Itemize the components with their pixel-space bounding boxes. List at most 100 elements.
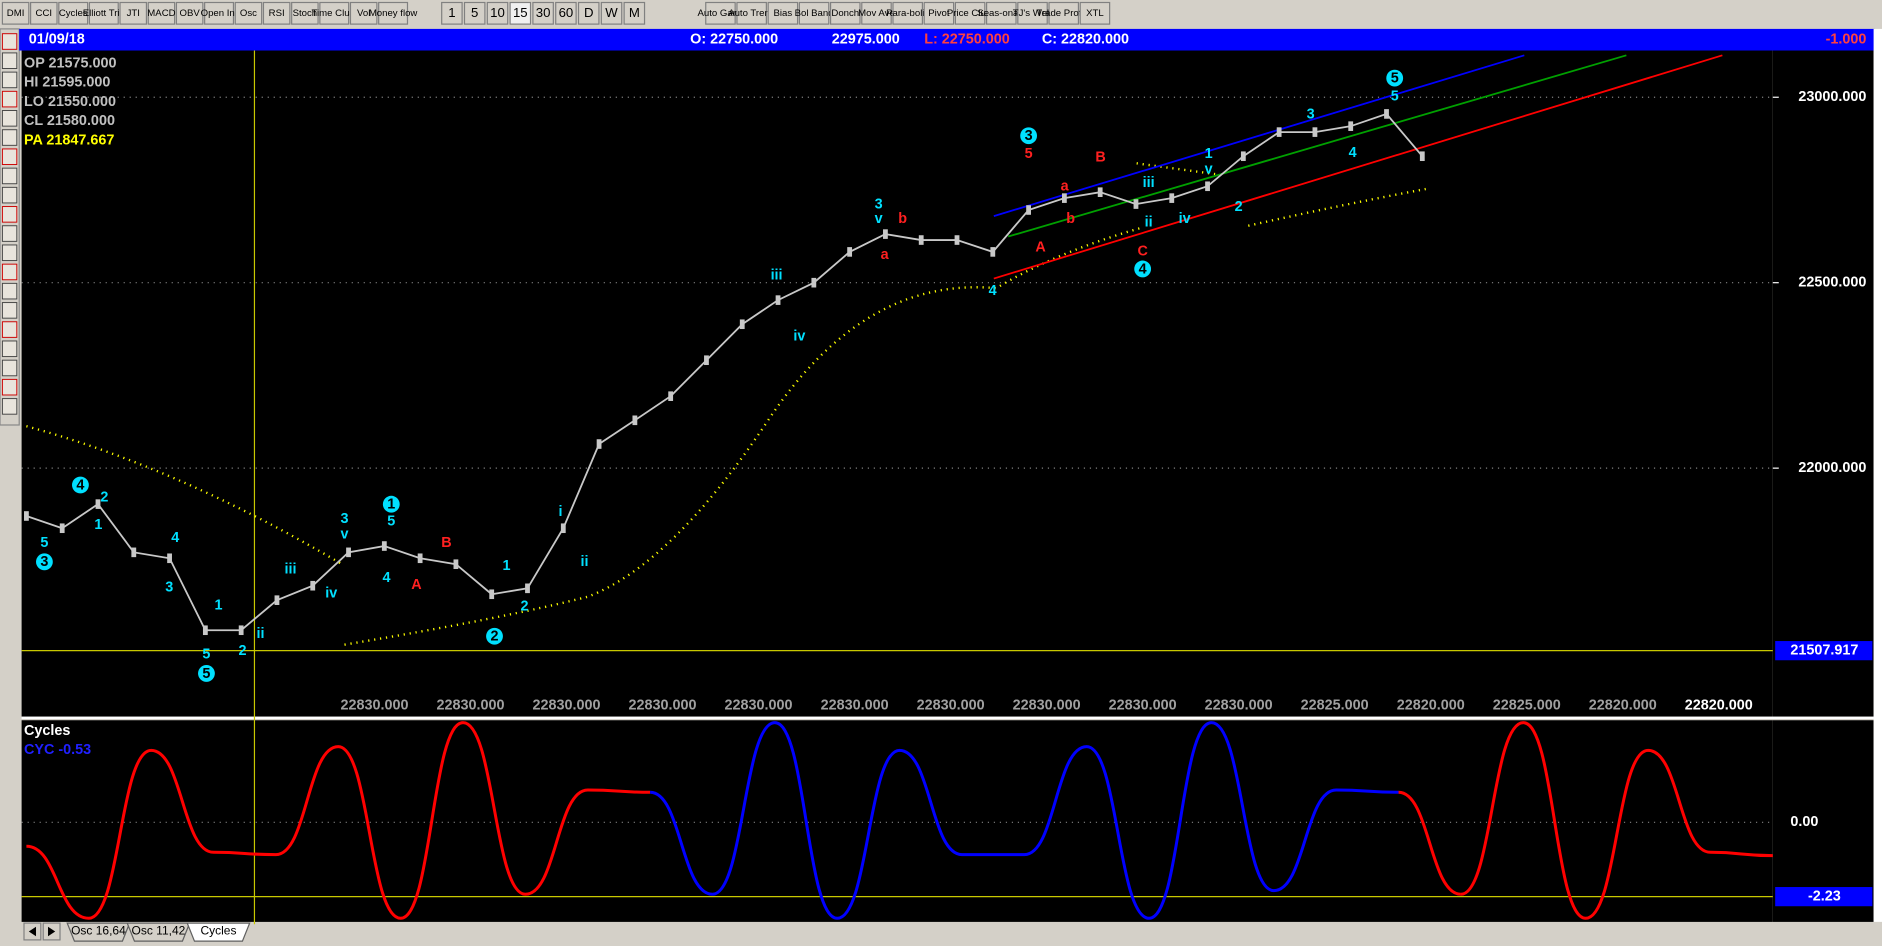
info-open: O: 22750.000 (690, 32, 778, 48)
x-tick-label: 22830.000 (1109, 698, 1177, 714)
info-low: L: 22750.000 (924, 32, 1010, 48)
study-button[interactable] (829, 1, 861, 25)
tool-icon[interactable] (1, 340, 18, 358)
y-tick-label: 22000.000 (1798, 460, 1866, 476)
tool-icon[interactable] (1, 244, 18, 262)
toolbar-button[interactable] (30, 1, 58, 25)
tool-icon[interactable] (1, 129, 18, 146)
wave-label: 5 (1391, 89, 1399, 105)
wave-label: v (340, 527, 348, 543)
wave-label: 2 (490, 629, 498, 645)
price-axis (1772, 50, 1874, 717)
toolbar-button[interactable] (234, 1, 263, 25)
tool-icon[interactable] (1, 225, 18, 242)
wave-label: B (441, 535, 451, 551)
interval-button[interactable] (623, 1, 646, 25)
interval-button[interactable] (509, 1, 532, 25)
tool-icon[interactable] (1, 302, 18, 319)
interval-button[interactable] (600, 1, 623, 25)
wave-label: 5 (1025, 146, 1033, 162)
wave-label: iv (325, 585, 337, 601)
toolbar-button[interactable] (291, 1, 319, 25)
tool-icon[interactable] (1, 282, 18, 300)
x-tick-label: 22830.000 (917, 698, 985, 714)
price-bar (310, 580, 316, 591)
price-bar (95, 499, 101, 509)
toolbar-button[interactable] (204, 1, 235, 25)
study-button[interactable] (861, 1, 892, 25)
toolbar-label: Stoch (293, 8, 318, 19)
wave-label: 2 (238, 643, 246, 659)
study-button[interactable] (923, 1, 955, 25)
tool-icon[interactable] (1, 110, 18, 127)
study-button[interactable] (705, 1, 736, 25)
x-tick-label: 22830.000 (1013, 698, 1081, 714)
toolbar-button[interactable] (119, 1, 148, 25)
toolbar-button[interactable] (88, 1, 119, 25)
tool-icon[interactable] (1, 167, 18, 185)
toolbar-button[interactable] (349, 1, 378, 25)
interval-button[interactable] (441, 1, 463, 25)
tool-icon[interactable] (1, 90, 18, 108)
wave-label: 4 (382, 570, 390, 586)
x-tick-label: 22830.000 (629, 698, 697, 714)
toolbar-button[interactable] (378, 1, 409, 25)
tool-icon[interactable] (1, 186, 18, 204)
tool-icon[interactable] (1, 321, 18, 338)
study-button[interactable] (767, 1, 799, 25)
study-button[interactable] (954, 1, 986, 25)
tab[interactable] (66, 922, 131, 942)
tab-label: Cycles (200, 924, 236, 938)
tool-icon[interactable] (1, 359, 18, 377)
study-label: Trade Profile (1036, 8, 1091, 19)
toolbar-button[interactable] (262, 1, 291, 25)
study-label: Price Clust (947, 8, 994, 19)
toolbar-button[interactable] (175, 1, 204, 25)
tab[interactable] (126, 922, 191, 942)
price-bar (202, 625, 208, 636)
interval-button[interactable] (486, 1, 509, 25)
price-bar (847, 247, 853, 257)
toolbar-button[interactable] (58, 1, 89, 25)
study-button[interactable] (892, 1, 923, 25)
interval-button[interactable] (463, 1, 486, 25)
tool-icon[interactable] (1, 71, 18, 89)
price-bar (238, 625, 244, 636)
price-bar (596, 439, 602, 449)
tool-icon[interactable] (1, 52, 18, 69)
wave-label: iii (284, 561, 296, 577)
tab-nav-arrows (28, 926, 56, 937)
tool-icon[interactable] (1, 148, 18, 166)
tool-icon[interactable] (1, 33, 18, 50)
tool-icon[interactable] (1, 398, 18, 415)
study-button[interactable] (1048, 1, 1080, 25)
price-bar (1061, 193, 1067, 203)
tab[interactable] (186, 922, 251, 942)
study-button[interactable] (736, 1, 767, 25)
toolbar-button[interactable] (319, 1, 350, 25)
study-button[interactable] (798, 1, 830, 25)
tool-icon[interactable] (1, 378, 18, 396)
study-button[interactable] (986, 1, 1017, 25)
tool-icon[interactable] (1, 206, 18, 223)
study-button[interactable] (1079, 1, 1111, 25)
interval-button[interactable] (532, 1, 554, 25)
price-bar (131, 547, 137, 558)
price-bar (525, 583, 530, 594)
interval-button[interactable] (555, 1, 577, 25)
toolbar-button[interactable] (147, 1, 176, 25)
interval-button[interactable] (577, 1, 600, 25)
toolbar-button[interactable] (1, 1, 30, 25)
wave-label: 4 (171, 530, 179, 546)
x-tick-label: 22825.000 (1493, 698, 1561, 714)
wave-label: i (559, 504, 563, 520)
price-bar (918, 235, 924, 245)
price-bar (59, 523, 65, 534)
wave-label: 4 (1349, 145, 1357, 161)
wave-label: 5 (1391, 71, 1399, 87)
ohlc-line: CL 21580.000 (24, 113, 115, 129)
study-button[interactable] (1017, 1, 1048, 25)
tool-icon[interactable] (1, 263, 18, 281)
toolbar-label: Vol (357, 8, 370, 19)
